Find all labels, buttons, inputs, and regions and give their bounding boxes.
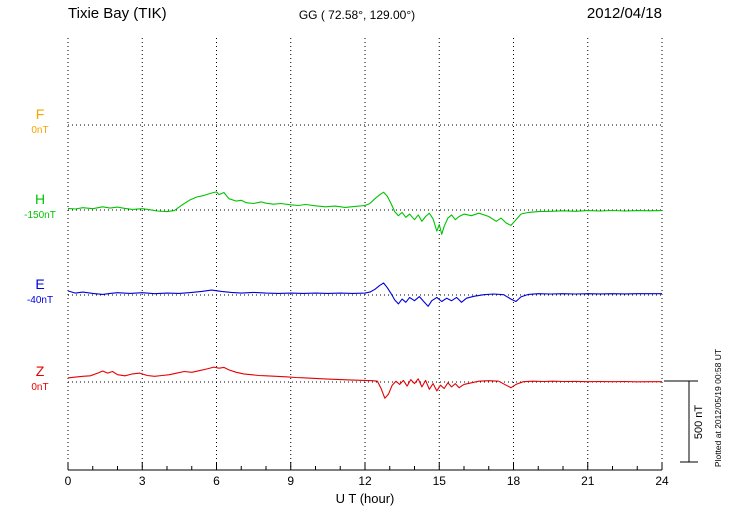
component-letter-e: E: [35, 276, 45, 292]
component-letter-f: F: [35, 106, 45, 122]
x-tick-label: 3: [138, 474, 146, 488]
component-letter-z: Z: [35, 363, 45, 379]
x-tick-label: 9: [287, 474, 295, 488]
trace-H: [67, 191, 663, 235]
component-baseline-h: -150nT: [24, 210, 56, 221]
x-tick-label: 6: [213, 474, 220, 488]
component-baseline-z: 0nT: [31, 382, 49, 393]
component-baseline-e: -40nT: [26, 295, 54, 306]
trace-E: [67, 282, 662, 307]
station-title: Tixie Bay (TIK): [68, 5, 167, 22]
component-label-f: F 0nT: [10, 107, 70, 136]
x-axis-title: U T (hour): [335, 491, 395, 506]
plotted-at-note: Plotted at 2012/05/19 00:58 UT: [713, 348, 723, 468]
scale-bar-label: 500 nT: [693, 404, 705, 440]
x-tick-label: 12: [358, 474, 372, 488]
component-label-e: E -40nT: [10, 277, 70, 306]
component-label-h: H -150nT: [10, 192, 70, 221]
coordinates-label: GG ( 72.58°, 129.00°): [298, 8, 416, 22]
x-tick-label: 21: [581, 474, 595, 488]
component-letter-h: H: [34, 191, 46, 207]
component-baseline-f: 0nT: [31, 125, 49, 136]
x-tick-label: 0: [64, 474, 72, 488]
date-label: 2012/04/18: [586, 5, 662, 22]
x-tick-label: 18: [506, 474, 521, 488]
trace-Z: [67, 366, 662, 399]
component-label-z: Z 0nT: [10, 364, 70, 393]
x-tick-label: 24: [655, 474, 669, 488]
x-tick-label: 15: [432, 474, 446, 488]
